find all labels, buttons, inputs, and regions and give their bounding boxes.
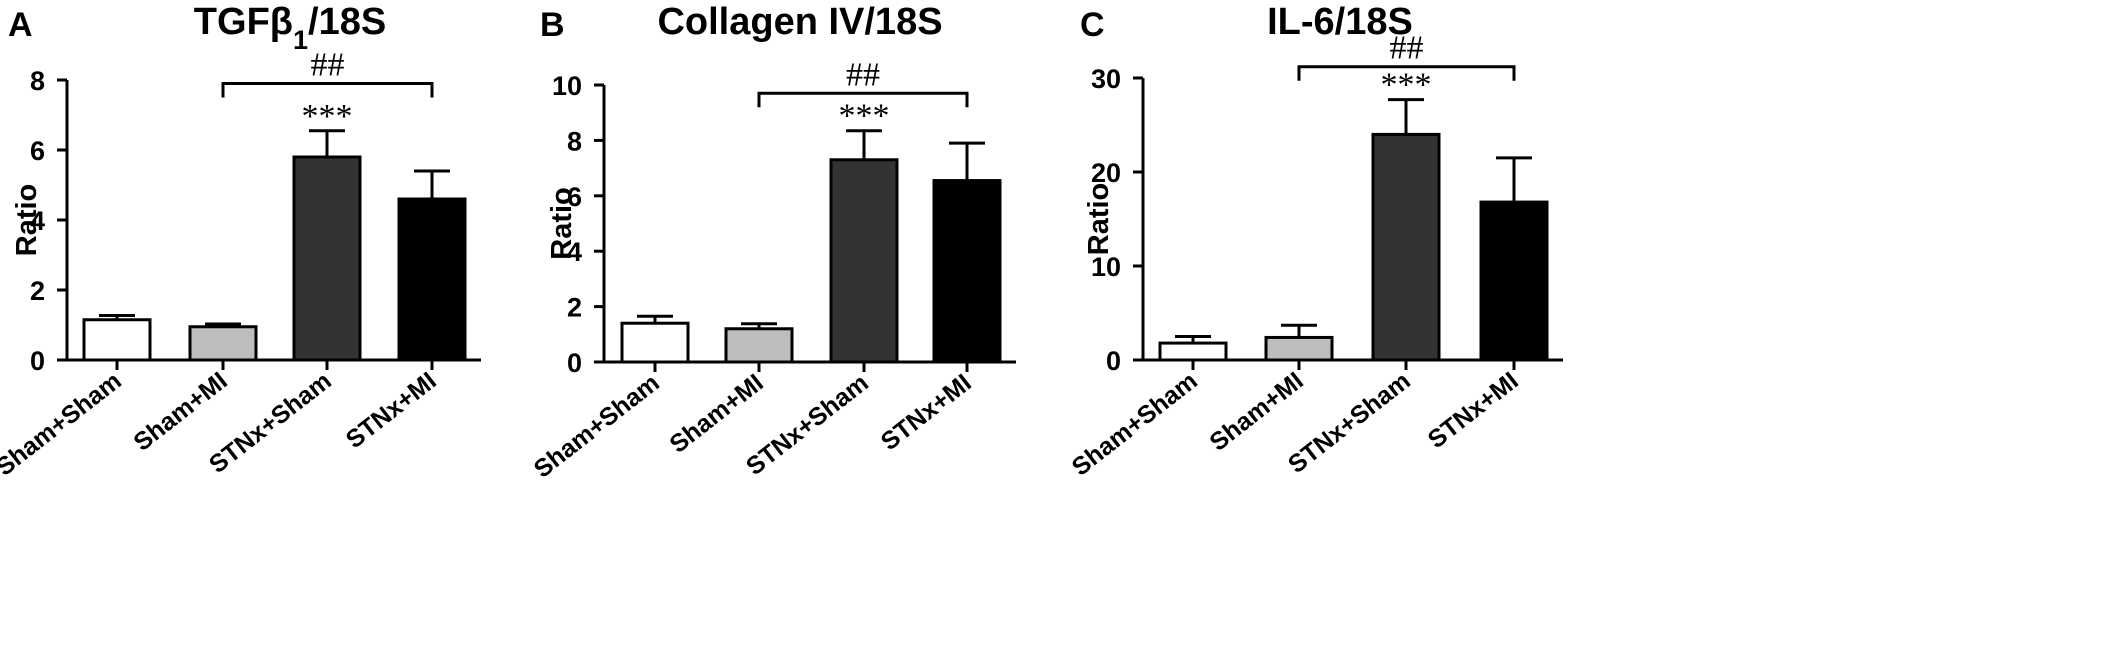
significance-stars: ***: [839, 98, 890, 135]
comparison-bracket: [1297, 65, 1516, 81]
y-tick-label: 0: [1106, 346, 1121, 376]
bar-stnx-mi: [1479, 200, 1549, 362]
x-tick-label: Sham+MI: [664, 369, 768, 459]
y-tick-label: 8: [30, 66, 45, 96]
chart-title: TGFβ1/18S: [194, 1, 386, 55]
bar-stnx-mi: [397, 197, 467, 362]
bracket-label: ##: [1390, 30, 1424, 67]
x-tick-label: Sham+Sham: [0, 367, 127, 482]
y-axis-label: Ratio: [1083, 183, 1115, 256]
y-axis-label: Ratio: [11, 184, 43, 257]
bar-sham-mi: [188, 325, 258, 362]
bar-sham-mi: [1264, 335, 1334, 362]
significance-stars: ***: [302, 98, 353, 135]
chart-title: IL-6/18S: [1267, 1, 1413, 43]
panel-c: C IL-6/18S Ratio 0 10 20 30 Sham+Sham Sham+MI STN…: [1067, 1, 1563, 482]
chart-title: Collagen IV/18S: [657, 1, 942, 43]
y-tick-label: 6: [30, 136, 45, 166]
panel-letter: C: [1080, 6, 1105, 44]
bar-stnx-sham: [829, 158, 899, 364]
y-tick-label: 2: [567, 293, 582, 323]
bar-stnx-mi: [932, 179, 1002, 364]
bracket-label: ##: [846, 56, 880, 93]
bar-stnx-sham: [292, 155, 362, 362]
panel-letter: A: [8, 6, 33, 44]
bar-sham-sham: [82, 318, 152, 362]
comparison-bracket: [221, 82, 434, 98]
bar-sham-mi: [724, 327, 794, 364]
bracket-label: ##: [311, 47, 345, 84]
x-tick-label: STNx+MI: [1423, 367, 1524, 454]
y-tick-label: 4: [30, 206, 45, 236]
x-tick-label: Sham+Sham: [1067, 367, 1203, 482]
y-tick-label: 0: [567, 348, 582, 378]
y-tick-label: 4: [567, 237, 582, 267]
x-tick-label: Sham+MI: [128, 367, 232, 457]
x-tick-label: Sham+Sham: [529, 369, 665, 484]
bar-sham-sham: [1158, 341, 1228, 362]
x-tick-label: STNx+MI: [876, 369, 977, 456]
x-tick-label: STNx+MI: [341, 367, 442, 454]
y-tick-label: 30: [1091, 64, 1121, 94]
y-axis-label: Ratio: [546, 187, 578, 260]
bar-stnx-sham: [1371, 132, 1441, 362]
y-tick-label: 8: [567, 126, 582, 156]
y-tick-label: 6: [567, 182, 582, 212]
significance-stars: ***: [1381, 67, 1432, 104]
x-tick-label: Sham+MI: [1204, 367, 1308, 457]
bar-sham-sham: [620, 321, 690, 364]
y-tick-label: 10: [1091, 252, 1121, 282]
y-tick-label: 20: [1091, 158, 1121, 188]
y-tick-label: 2: [30, 276, 45, 306]
y-tick-label: 10: [552, 71, 582, 101]
panel-letter: B: [540, 6, 565, 44]
comparison-bracket: [757, 91, 969, 108]
panel-a: A TGFβ1/18S Ratio 0 2 4 6 8 Sham+Sham Sham+MI STNx…: [0, 1, 481, 482]
y-tick-label: 0: [30, 346, 45, 376]
panel-b: B Collagen IV/18S Ratio 0 2 4 6 8 10 Sham+Sham Sha…: [529, 1, 1016, 484]
